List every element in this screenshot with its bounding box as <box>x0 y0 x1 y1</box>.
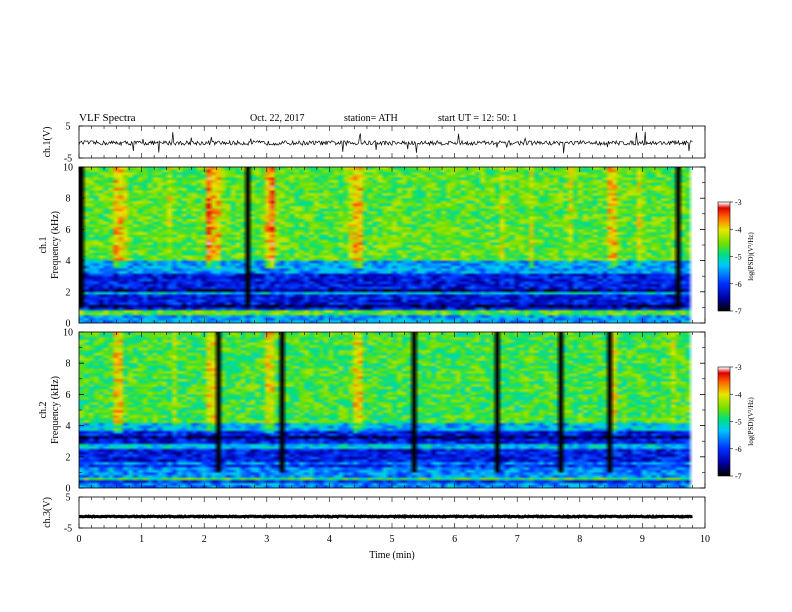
x-tick-label: 4 <box>327 534 332 545</box>
x-tick-label: 7 <box>515 534 520 545</box>
ch2-spectrogram-colorbar-tick-label: -5 <box>735 418 742 427</box>
ch1-spectrogram-image <box>79 167 705 323</box>
ch1-waveform-ytick-label: 5 <box>66 122 71 133</box>
ch1-spectrogram-colorbar-tick-label: -7 <box>735 307 742 316</box>
ch2-spectrogram-ytick-label: 8 <box>66 359 71 370</box>
ch1-waveform-ytick-label: -5 <box>64 154 72 165</box>
date-label: Oct. 22, 2017 <box>250 113 305 124</box>
ch2-spectrogram-colorbar-tick-label: -6 <box>735 445 742 454</box>
ch3-waveform-ytick-label: 5 <box>66 493 71 504</box>
ch1-spectrogram-ytick-label: 4 <box>66 256 71 267</box>
ch1-spectrogram-ytick-label: 6 <box>66 225 71 236</box>
x-tick-label: 2 <box>202 534 207 545</box>
ch2-spectrogram-colorbar-tick-label: -3 <box>735 363 742 372</box>
ch1-spectrogram-ytick-label: 8 <box>66 194 71 205</box>
x-tick-label: 5 <box>390 534 395 545</box>
x-tick-label: 6 <box>452 534 457 545</box>
ch1-spectrogram-ytick-label: 10 <box>63 163 73 174</box>
ch1-spectrogram-colorbar-tick-label: -6 <box>735 280 742 289</box>
ch1-spectrogram-colorbar-label: log(PSD)(V²/Hz) <box>747 232 755 281</box>
ch2-spectrogram-colorbar-label: log(PSD)(V²/Hz) <box>747 397 755 446</box>
ch3-waveform-ytick-label: -5 <box>64 524 72 535</box>
ch2-spectrogram-ytick-label: 10 <box>63 328 73 339</box>
ch1-spectrogram-colorbar <box>718 202 730 311</box>
ch2-spectrogram-channel-label: ch.2 <box>38 402 49 419</box>
x-tick-label: 9 <box>640 534 645 545</box>
ch1-waveform-line <box>78 131 693 154</box>
ch2-spectrogram-colorbar <box>718 367 730 476</box>
ch2-spectrogram-colorbar-tick-label: -4 <box>735 390 742 399</box>
ch2-spectrogram-ylabel: Frequency (kHz) <box>50 376 61 444</box>
chart-title: VLF Spectra <box>79 112 136 124</box>
ch1-waveform-ylabel: ch.1(V) <box>42 127 53 158</box>
ch1-spectrogram-ytick-label: 2 <box>66 287 71 298</box>
x-tick-label: 0 <box>77 534 82 545</box>
ch1-spectrogram-ytick-label: 0 <box>66 319 71 330</box>
ch1-spectrogram-channel-label: ch.1 <box>38 237 49 254</box>
ch1-spectrogram-colorbar-tick-label: -3 <box>735 198 742 207</box>
x-axis-label: Time (min) <box>369 550 414 561</box>
x-tick-label: 1 <box>139 534 144 545</box>
ch2-spectrogram-ytick-label: 0 <box>66 484 71 495</box>
ch2-spectrogram-colorbar-tick-label: -7 <box>735 472 742 481</box>
x-tick-label: 10 <box>700 534 710 545</box>
start-time-label: start UT = 12: 50: 1 <box>438 113 518 124</box>
ch1-spectrogram-colorbar-tick-label: -5 <box>735 253 742 262</box>
ch2-spectrogram-image <box>79 332 705 488</box>
ch2-spectrogram-ytick-label: 2 <box>66 452 71 463</box>
x-tick-label: 3 <box>264 534 269 545</box>
ch3-waveform-line <box>78 514 693 520</box>
ch1-spectrogram-colorbar-tick-label: -4 <box>735 225 742 234</box>
x-tick-label: 8 <box>577 534 582 545</box>
ch2-spectrogram-ytick-label: 6 <box>66 390 71 401</box>
station-label: station= ATH <box>344 113 398 124</box>
ch2-spectrogram-ytick-label: 4 <box>66 421 71 432</box>
ch1-waveform-frame <box>78 125 706 159</box>
ch3-waveform-ylabel: ch.3(V) <box>42 497 53 528</box>
ch1-spectrogram-ylabel: Frequency (kHz) <box>50 211 61 279</box>
